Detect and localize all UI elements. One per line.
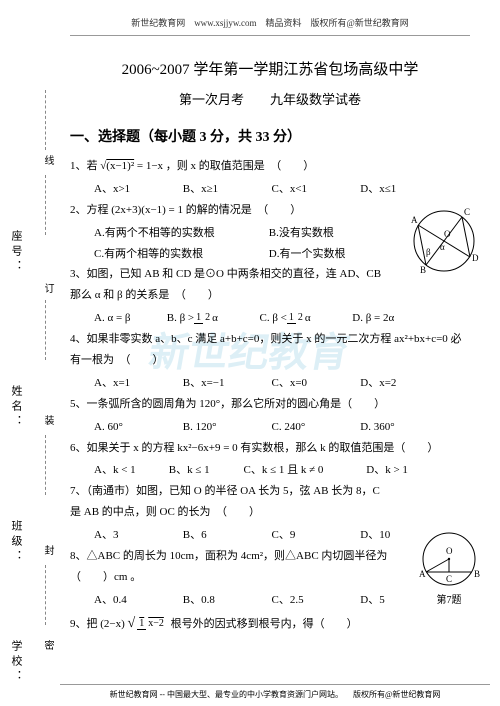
q8-opt-c: C、2.5	[272, 590, 358, 611]
doc-title-2: 第一次月考 九年级数学试卷	[70, 89, 470, 108]
question-7: 7、（南通市）如图，已知 O 的半径 OA 长为 5，弦 AB 长为 8，C 是…	[70, 481, 470, 523]
dash-line	[45, 565, 46, 625]
margin-school: 学校：	[8, 640, 24, 685]
q5-opt-c: C. 240°	[272, 417, 358, 438]
q3-options: A. α = β B. β > 12 α C. β < 12 α D. β = …	[70, 308, 470, 329]
svg-text:A: A	[411, 215, 418, 225]
q1-stem-a: 1、若 √	[70, 160, 106, 172]
q3-opt-a: A. α = β	[94, 308, 164, 329]
q1-opt-b: B、x≥1	[183, 179, 269, 200]
q6-options: A、k < 1 B、k ≤ 1 C、k ≤ 1 且 k ≠ 0 D、k > 1	[70, 460, 470, 481]
svg-text:α: α	[440, 242, 445, 252]
q3-opt-b: B. β > 12 α	[167, 308, 257, 329]
q1-stem-b: = 1−x ，则 x 的取值范围是 （ ）	[134, 160, 314, 172]
q4-opt-d: D、x=2	[360, 373, 446, 394]
q1-opt-c: C、x<1	[272, 179, 358, 200]
dash-line	[45, 175, 46, 235]
q6-opt-b: B、k ≤ 1	[169, 460, 241, 481]
svg-text:B: B	[474, 569, 480, 579]
q6-opt-a: A、k < 1	[94, 460, 166, 481]
q4-opt-a: A、x=1	[94, 373, 180, 394]
question-4: 4、如果非零实数 a、b、c 满足 a+b+c=0，则关于 x 的一元二次方程 …	[70, 329, 470, 371]
section-heading: 一、选择题（每小题 3 分，共 33 分）	[70, 126, 470, 146]
question-6: 6、如果关于 x 的方程 kx²−6x+9 = 0 有实数根，那么 k 的取值范…	[70, 438, 470, 459]
q1-options: A、x>1 B、x≥1 C、x<1 D、x≤1	[70, 179, 470, 200]
doc-title-1: 2006~2007 学年第一学期江苏省包场高级中学	[70, 58, 470, 79]
q5-opt-a: A. 60°	[94, 417, 180, 438]
q7-opt-a: A、3	[94, 525, 180, 546]
q7-options: A、3 B、6 C、9 D、10	[70, 525, 470, 546]
svg-text:C: C	[464, 207, 470, 217]
page-footer: 新世纪教育网 -- 中国最大型、最专业的中小学教育资源门户网站。 版权所有@新世…	[60, 684, 490, 700]
question-5: 5、一条弧所含的圆周角为 120°，那么它所对的圆心角是（ ）	[70, 394, 470, 415]
q9-stem-a: 9、把 (2−x)	[70, 618, 125, 630]
q2-opt-c: C.有两个相等的实数根	[94, 244, 266, 265]
figure-q3: A C D B O α β	[408, 205, 480, 277]
q7-opt-b: B、6	[183, 525, 269, 546]
q3-opt-c: C. β < 12 α	[260, 308, 350, 329]
q1-opt-d: D、x≤1	[360, 179, 446, 200]
q4-opt-b: B、x=−1	[183, 373, 269, 394]
q8-options: A、0.4 B、0.8 C、2.5 D、5	[70, 590, 470, 611]
binding-margin: 学校： 班级： 姓名： 座号： 线 订 装 封 密	[0, 0, 60, 706]
q8-opt-a: A、0.4	[94, 590, 180, 611]
margin-seat: 座号：	[8, 230, 24, 275]
dash-line	[45, 435, 46, 495]
margin-zhuang: 装	[40, 415, 55, 425]
q8-opt-b: B、0.8	[183, 590, 269, 611]
dash-line	[45, 300, 46, 360]
margin-xian: 线	[40, 155, 55, 165]
q5-opt-b: B. 120°	[183, 417, 269, 438]
svg-text:D: D	[472, 253, 479, 263]
margin-mi: 密	[40, 640, 55, 650]
footer-text-1: 新世纪教育网 -- 中国最大型、最专业的中小学教育资源门户网站。	[110, 690, 343, 699]
svg-text:β: β	[426, 247, 431, 257]
question-1: 1、若 √(x−1)² = 1−x ，则 x 的取值范围是 （ ）	[70, 156, 470, 177]
question-8: 8、△ABC 的周长为 10cm，面积为 4cm²，则△ABC 内切圆半径为（ …	[70, 546, 470, 588]
q1-radicand: (x−1)²	[106, 160, 134, 172]
q2-opt-a: A.有两个不相等的实数根	[94, 223, 266, 244]
margin-class: 班级：	[8, 520, 24, 565]
margin-feng: 封	[40, 545, 55, 555]
q4-options: A、x=1 B、x=−1 C、x=0 D、x=2	[70, 373, 470, 394]
q1-opt-a: A、x>1	[94, 179, 180, 200]
footer-text-2: 版权所有@新世纪教育网	[353, 690, 440, 699]
q3-opt-d: D. β = 2α	[352, 308, 422, 329]
figure-q7-label: 第7题	[414, 591, 484, 606]
svg-text:O: O	[444, 229, 451, 239]
q9-stem-b: 根号外的因式移到根号内，得（ ）	[171, 618, 358, 630]
q4-opt-c: C、x=0	[272, 373, 358, 394]
dash-line	[45, 90, 46, 150]
q5-options: A. 60° B. 120° C. 240° D. 360°	[70, 417, 470, 438]
svg-text:B: B	[420, 265, 426, 275]
question-9: 9、把 (2−x) √1x−2 根号外的因式移到根号内，得（ ）	[70, 611, 470, 638]
page-content: 新世纪教育网 www.xsjjyw.com 精品资料 版权所有@新世纪教育网 2…	[60, 0, 490, 649]
q6-opt-d: D、k > 1	[366, 460, 438, 481]
page-header: 新世纪教育网 www.xsjjyw.com 精品资料 版权所有@新世纪教育网	[70, 10, 470, 36]
q6-opt-c: C、k ≤ 1 且 k ≠ 0	[244, 460, 364, 481]
q7-opt-c: C、9	[272, 525, 358, 546]
margin-name: 姓名：	[8, 385, 24, 430]
q5-opt-d: D. 360°	[360, 417, 446, 438]
margin-ding: 订	[40, 283, 55, 293]
